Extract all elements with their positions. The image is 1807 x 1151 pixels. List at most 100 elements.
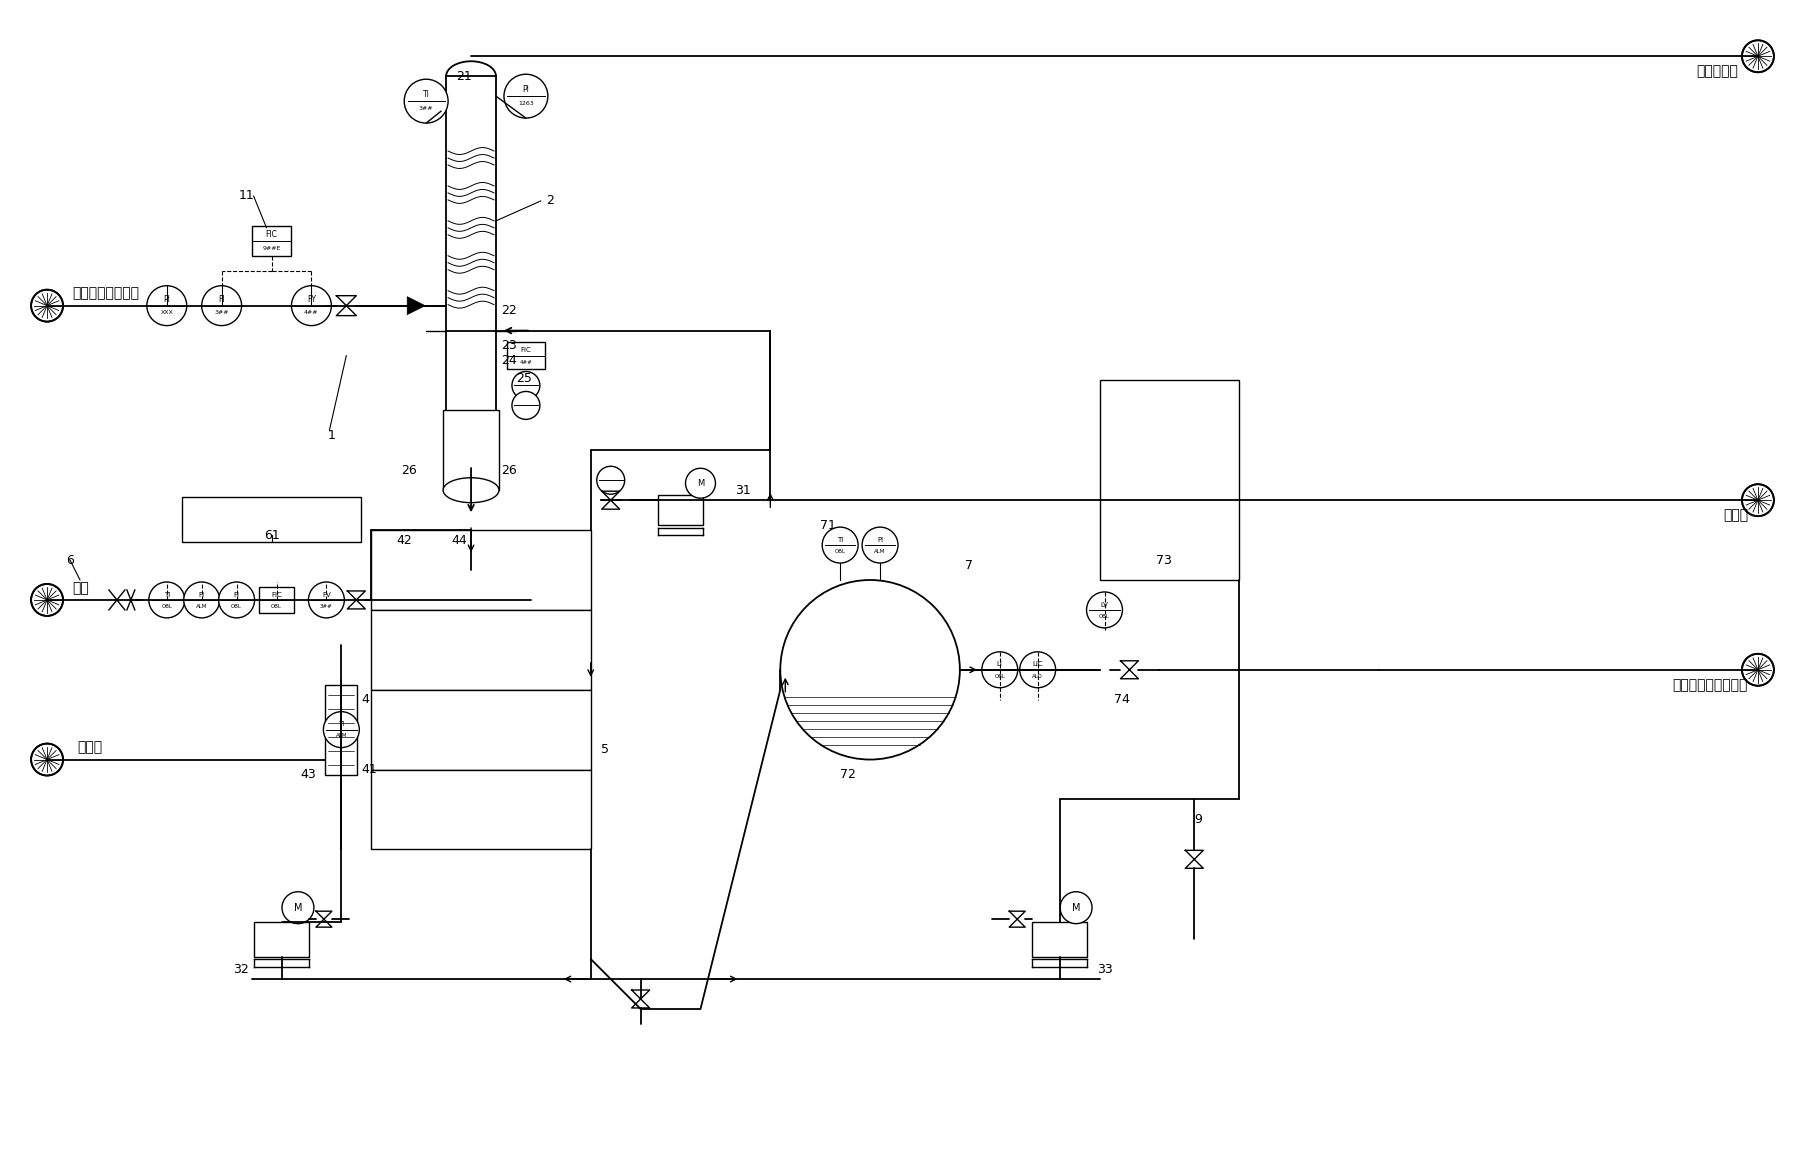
Text: 1263: 1263: [519, 101, 533, 106]
Text: 33: 33: [1097, 962, 1113, 976]
Bar: [370, 531, 591, 610]
Circle shape: [781, 580, 960, 760]
Circle shape: [148, 582, 184, 618]
Text: TI: TI: [423, 90, 430, 99]
Text: 61: 61: [264, 528, 280, 542]
Text: 41: 41: [361, 763, 378, 776]
Circle shape: [323, 711, 360, 748]
Circle shape: [596, 466, 625, 494]
Text: 9: 9: [1194, 813, 1202, 826]
Bar: [506, 342, 544, 369]
Circle shape: [685, 468, 716, 498]
Text: 氯气: 氯气: [72, 581, 89, 595]
Circle shape: [1740, 485, 1773, 516]
Text: M: M: [1072, 902, 1081, 913]
Bar: [370, 610, 591, 689]
Text: LI: LI: [996, 662, 1003, 668]
Bar: [446, 76, 495, 490]
Text: FI: FI: [219, 295, 224, 304]
Text: OBL: OBL: [1099, 613, 1109, 619]
Ellipse shape: [446, 61, 495, 91]
Text: 24: 24: [501, 355, 517, 367]
Text: M: M: [696, 479, 703, 488]
Polygon shape: [407, 297, 425, 314]
Text: 4: 4: [361, 693, 369, 707]
Circle shape: [31, 290, 63, 321]
Text: 导热油: 导热油: [1722, 508, 1747, 523]
Ellipse shape: [443, 557, 499, 582]
Text: 4##: 4##: [304, 310, 318, 315]
Text: 尾气去吸收: 尾气去吸收: [1695, 64, 1737, 78]
Circle shape: [184, 582, 219, 618]
Text: TI: TI: [338, 722, 345, 727]
Circle shape: [1019, 651, 1055, 688]
Bar: [325, 685, 358, 775]
Text: 42: 42: [396, 534, 412, 547]
Text: ALM: ALM: [875, 549, 885, 554]
Text: PI: PI: [876, 536, 882, 542]
Text: 7: 7: [965, 558, 972, 572]
Text: 26: 26: [501, 464, 517, 477]
Text: FIC: FIC: [520, 346, 531, 353]
Circle shape: [219, 582, 255, 618]
Text: PI: PI: [522, 85, 529, 94]
Text: 26: 26: [401, 464, 417, 477]
Text: ALM: ALM: [195, 604, 208, 609]
Text: M: M: [293, 902, 302, 913]
Text: FIC: FIC: [271, 592, 282, 597]
Text: FIC: FIC: [266, 230, 276, 239]
Text: 31: 31: [735, 483, 750, 497]
Bar: [258, 587, 295, 613]
Text: 3##: 3##: [419, 106, 434, 112]
Text: 邻氯甲苯及催化剂: 邻氯甲苯及催化剂: [72, 287, 139, 300]
Text: ALM: ALM: [336, 733, 347, 739]
Text: 21: 21: [455, 70, 472, 83]
Text: 25: 25: [515, 372, 531, 384]
Circle shape: [405, 79, 448, 123]
Text: 73: 73: [1156, 554, 1171, 566]
Bar: [183, 497, 361, 542]
Text: XXX: XXX: [161, 310, 173, 315]
Text: 5: 5: [600, 744, 609, 756]
Text: PI: PI: [199, 592, 204, 597]
Circle shape: [862, 527, 898, 563]
Text: 72: 72: [840, 768, 855, 782]
Circle shape: [31, 744, 63, 776]
Circle shape: [282, 892, 314, 923]
Text: FI: FI: [233, 592, 240, 597]
Text: 导热油: 导热油: [78, 740, 101, 755]
Text: LV: LV: [1100, 602, 1108, 608]
Text: 9##E: 9##E: [262, 246, 280, 251]
Circle shape: [1740, 40, 1773, 73]
Text: 44: 44: [450, 534, 466, 547]
Text: 71: 71: [820, 519, 835, 532]
Text: 43: 43: [300, 768, 316, 782]
Text: TI: TI: [837, 536, 842, 542]
Text: ALO: ALO: [1032, 673, 1043, 679]
Text: PI: PI: [163, 295, 170, 304]
Circle shape: [146, 285, 186, 326]
Circle shape: [1086, 592, 1122, 628]
Text: 32: 32: [233, 962, 248, 976]
Text: TI: TI: [164, 592, 170, 597]
Text: 1: 1: [327, 429, 334, 442]
Bar: [370, 770, 591, 849]
Circle shape: [822, 527, 858, 563]
Text: OBL: OBL: [231, 604, 242, 609]
Text: FV: FV: [322, 592, 331, 597]
Ellipse shape: [443, 478, 499, 503]
Text: 23: 23: [501, 340, 517, 352]
Text: 2: 2: [546, 195, 553, 207]
Bar: [1032, 922, 1086, 956]
Text: 22: 22: [501, 304, 517, 318]
Text: FY: FY: [307, 295, 316, 304]
Circle shape: [504, 74, 548, 119]
Circle shape: [511, 391, 540, 419]
Bar: [255, 922, 309, 956]
Text: 11: 11: [239, 190, 255, 203]
Bar: [443, 411, 499, 490]
Circle shape: [1740, 654, 1773, 686]
Circle shape: [1059, 892, 1091, 923]
Bar: [370, 689, 591, 770]
Text: 3##: 3##: [320, 604, 332, 609]
